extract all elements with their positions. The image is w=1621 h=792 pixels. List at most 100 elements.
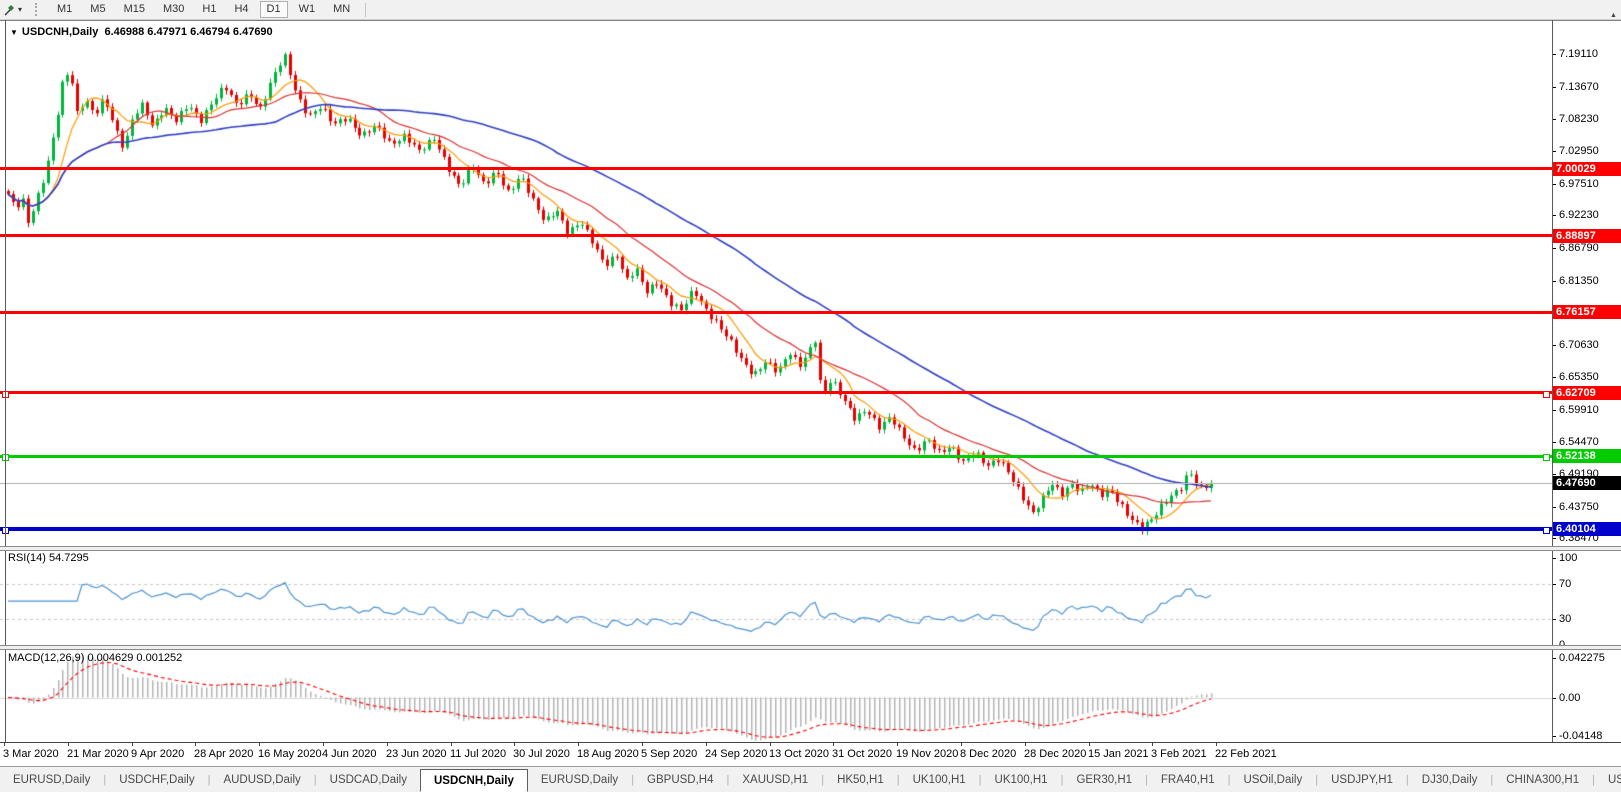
timeframe-button-d1[interactable]: D1 [259, 1, 288, 18]
chart-tab-usdchfdaily[interactable]: USDCHF,Daily [119, 774, 195, 786]
time-axis-tick [1025, 743, 1026, 746]
time-axis-tick [897, 743, 898, 746]
macd-indicator-canvas[interactable] [0, 649, 1552, 742]
time-axis-tick [1216, 743, 1217, 746]
panel-splitter-rsi[interactable] [0, 546, 1621, 551]
price-axis-label: 6.65350 [1559, 371, 1599, 383]
price-level-line[interactable] [0, 483, 1552, 484]
tab-separator: | [1315, 774, 1319, 786]
panel-splitter-macd[interactable] [0, 645, 1621, 650]
timeframe-button-m30[interactable]: M30 [162, 3, 185, 15]
time-axis-label: 23 Jun 2020 [386, 748, 447, 760]
timeframe-button-h4[interactable]: H4 [234, 3, 249, 15]
chart-tab-xauusdh1[interactable]: XAUUSD,H1 [742, 774, 809, 786]
time-axis-tick [259, 743, 260, 746]
chart-tab-ger30h1[interactable]: GER30,H1 [1076, 774, 1133, 786]
tab-separator: | [821, 774, 825, 786]
price-level-line[interactable] [0, 391, 1552, 394]
tab-separator: | [1490, 774, 1494, 786]
price-axis-tick [1552, 281, 1556, 282]
rsi-axis-tick [1552, 558, 1556, 559]
timeframe-button-w1[interactable]: W1 [298, 3, 316, 15]
level-drag-handle[interactable] [1543, 454, 1550, 461]
price-level-line[interactable] [0, 167, 1552, 170]
timeframe-button-m15[interactable]: M15 [123, 3, 145, 15]
tab-separator: | [726, 774, 730, 786]
price-chart-canvas[interactable] [0, 20, 1552, 546]
chart-tab-dj30daily[interactable]: DJ30,Daily [1421, 774, 1478, 786]
chart-tab-bar: EURUSD,Daily | USDCHF,Daily | AUDUSD,Daily | U… [0, 766, 1621, 792]
time-axis-tick [1152, 743, 1153, 746]
toolbar-grip[interactable] [35, 3, 41, 16]
tab-separator: | [978, 774, 982, 786]
chart-tab-eurusddaily[interactable]: EURUSD,Daily [540, 774, 619, 786]
timeframe-button-h1[interactable]: H1 [202, 3, 217, 15]
chart-tab-china300h1[interactable]: CHINA300,H1 [1506, 774, 1580, 786]
chart-left-border [5, 20, 6, 742]
price-axis-tick [1552, 442, 1556, 443]
chart-tab-hk50h1[interactable]: HK50,H1 [837, 774, 884, 786]
symbol-dropdown-icon[interactable]: ▼ [10, 28, 18, 37]
rsi-axis-label: 70 [1559, 578, 1572, 590]
time-axis-label: 18 Aug 2020 [577, 748, 639, 760]
price-level-label[interactable]: 6.88897 [1553, 229, 1621, 243]
macd-axis-tick [1552, 736, 1556, 737]
tab-separator: | [207, 774, 211, 786]
chart-tab-uk100h1[interactable]: UK100,H1 [912, 774, 966, 786]
price-axis-label: 6.92230 [1559, 209, 1599, 221]
time-axis-tick [323, 743, 324, 746]
price-level-label[interactable]: 6.52138 [1553, 449, 1621, 463]
chart-tab-usoildaily[interactable]: USOil,Daily [1243, 774, 1303, 786]
price-axis-border [1552, 20, 1553, 742]
price-level-line[interactable] [0, 527, 1552, 531]
price-axis-label: 6.97510 [1559, 178, 1599, 190]
price-level-label[interactable]: 6.62709 [1553, 386, 1621, 400]
price-axis-tick [1552, 119, 1556, 120]
chart-tab-eurusddaily[interactable]: EURUSD,Daily [13, 774, 91, 786]
chart-tab-audusddaily[interactable]: AUDUSD,Daily [223, 774, 301, 786]
price-level-label[interactable]: 6.76157 [1553, 305, 1621, 319]
chart-tab-usdcnhdaily[interactable]: USDCNH,Daily [419, 769, 528, 792]
timeframe-button-m5[interactable]: M5 [90, 3, 106, 15]
price-axis-label: 7.19110 [1559, 48, 1598, 60]
timeframe-button-m1[interactable]: M1 [57, 3, 73, 15]
tab-separator: | [896, 774, 900, 786]
price-axis-tick [1552, 377, 1556, 378]
time-axis-tick [514, 743, 515, 746]
ohlc-values: 6.46988 6.47971 6.46794 6.47690 [104, 26, 273, 38]
time-axis-label: 5 Sep 2020 [641, 748, 698, 760]
time-axis-label: 28 Apr 2020 [194, 748, 254, 760]
price-level-label[interactable]: 6.40104 [1553, 522, 1621, 536]
price-level-line[interactable] [0, 455, 1552, 458]
scroll-up-arrow-icon[interactable]: ▲ [1610, 12, 1617, 19]
chart-tab-usdjpyh1[interactable]: USDJPY,H1 [1331, 774, 1393, 786]
price-level-label[interactable]: 6.47690 [1553, 476, 1621, 490]
level-drag-handle[interactable] [1543, 527, 1550, 534]
chevron-down-icon[interactable]: ▾ [18, 5, 23, 14]
macd-axis-label: 0.00 [1559, 692, 1581, 704]
chart-tab-uk100h1[interactable]: UK100,H1 [994, 774, 1048, 786]
price-axis-tick [1552, 54, 1556, 55]
rsi-indicator-canvas[interactable] [0, 549, 1552, 646]
timeframe-buttons: M1 M5 M15 M30 H1 H4 D1 W1 MN [48, 1, 359, 18]
price-level-line[interactable] [0, 234, 1552, 237]
time-axis-label: 11 Jul 2020 [450, 748, 507, 760]
rsi-axis-label: 100 [1559, 552, 1578, 564]
price-level-label[interactable]: 7.00029 [1553, 162, 1621, 176]
time-axis-label: 30 Jul 2020 [513, 748, 570, 760]
rsi-axis-tick [1552, 619, 1556, 620]
chart-tab-usoil[interactable]: USOil, [1607, 774, 1621, 786]
macd-axis-tick [1552, 698, 1556, 699]
chart-tab-usdcaddaily[interactable]: USDCAD,Daily [329, 774, 407, 786]
timeframe-button-mn[interactable]: MN [333, 3, 351, 15]
level-drag-handle[interactable] [1543, 391, 1550, 398]
time-axis-tick [1089, 743, 1090, 746]
time-axis-label: 9 Apr 2020 [131, 748, 185, 760]
time-axis-label: 28 Dec 2020 [1024, 748, 1087, 760]
cursor-tool-icon[interactable] [3, 3, 17, 17]
chart-tab-fra40h1[interactable]: FRA40,H1 [1160, 774, 1215, 786]
chart-tab-gbpusdh4[interactable]: GBPUSD,H4 [647, 774, 714, 786]
time-axis-label: 31 Oct 2020 [832, 748, 892, 760]
price-level-line[interactable] [0, 311, 1552, 314]
time-axis-line [0, 742, 1621, 743]
